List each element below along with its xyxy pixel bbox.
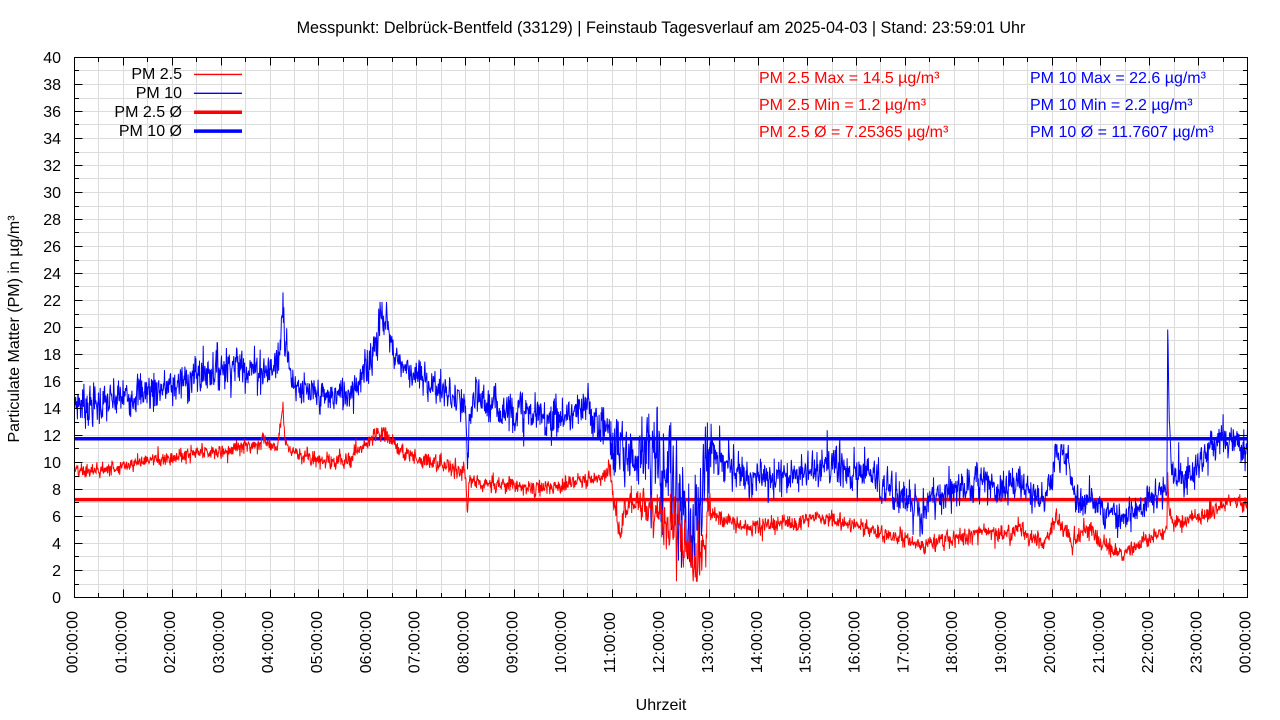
svg-text:34: 34 [43, 131, 61, 148]
svg-text:10:00:00: 10:00:00 [553, 611, 570, 673]
svg-text:PM 2.5 Ø = 7.25365 µg/m³: PM 2.5 Ø = 7.25365 µg/m³ [759, 124, 949, 141]
svg-text:00:00:00: 00:00:00 [65, 611, 82, 673]
svg-text:Messpunkt: Delbrück-Bentfeld (: Messpunkt: Delbrück-Bentfeld (33129) | F… [297, 19, 1026, 37]
svg-text:PM 10 Max = 22.6 µg/m³: PM 10 Max = 22.6 µg/m³ [1030, 70, 1207, 87]
svg-text:19:00:00: 19:00:00 [993, 611, 1010, 673]
svg-text:28: 28 [43, 212, 61, 229]
svg-text:0: 0 [52, 590, 61, 607]
svg-text:00:00:00: 00:00:00 [1238, 611, 1255, 673]
svg-text:07:00:00: 07:00:00 [407, 611, 424, 673]
svg-text:22: 22 [43, 293, 61, 310]
svg-text:08:00:00: 08:00:00 [456, 611, 473, 673]
svg-text:PM 2.5 Ø: PM 2.5 Ø [114, 104, 182, 121]
svg-text:16: 16 [43, 374, 61, 391]
svg-text:Particulate Matter (PM) in µg/: Particulate Matter (PM) in µg/m³ [6, 215, 23, 443]
svg-text:30: 30 [43, 185, 61, 202]
svg-text:PM 10 Ø: PM 10 Ø [119, 123, 182, 140]
svg-text:40: 40 [43, 50, 61, 67]
svg-text:18:00:00: 18:00:00 [944, 611, 961, 673]
svg-text:36: 36 [43, 104, 61, 121]
svg-text:4: 4 [52, 536, 61, 553]
svg-text:PM 2.5 Max = 14.5 µg/m³: PM 2.5 Max = 14.5 µg/m³ [759, 70, 940, 87]
svg-text:26: 26 [43, 239, 61, 256]
svg-text:22:00:00: 22:00:00 [1140, 611, 1157, 673]
svg-text:05:00:00: 05:00:00 [309, 611, 326, 673]
svg-text:32: 32 [43, 158, 61, 175]
svg-text:13:00:00: 13:00:00 [700, 611, 717, 673]
svg-text:12:00:00: 12:00:00 [651, 611, 668, 673]
svg-text:PM 2.5: PM 2.5 [131, 66, 182, 83]
svg-text:15:00:00: 15:00:00 [798, 611, 815, 673]
svg-text:01:00:00: 01:00:00 [113, 611, 130, 673]
svg-text:PM 10 Ø = 11.7607 µg/m³: PM 10 Ø = 11.7607 µg/m³ [1030, 124, 1214, 141]
svg-text:24: 24 [43, 266, 61, 283]
svg-text:38: 38 [43, 77, 61, 94]
svg-text:02:00:00: 02:00:00 [162, 611, 179, 673]
svg-text:11:00:00: 11:00:00 [602, 612, 619, 673]
svg-text:20:00:00: 20:00:00 [1042, 611, 1059, 673]
svg-text:16:00:00: 16:00:00 [847, 611, 864, 673]
svg-text:6: 6 [52, 509, 61, 526]
svg-text:14: 14 [43, 401, 61, 418]
svg-text:PM 10: PM 10 [136, 85, 182, 102]
svg-text:PM 2.5 Min = 1.2 µg/m³: PM 2.5 Min = 1.2 µg/m³ [759, 97, 927, 114]
svg-text:PM 10 Min = 2.2 µg/m³: PM 10 Min = 2.2 µg/m³ [1030, 97, 1193, 114]
svg-text:03:00:00: 03:00:00 [211, 611, 228, 673]
svg-text:2: 2 [52, 563, 61, 580]
svg-text:8: 8 [52, 482, 61, 499]
svg-text:09:00:00: 09:00:00 [504, 611, 521, 673]
svg-text:12: 12 [43, 428, 61, 445]
svg-text:04:00:00: 04:00:00 [260, 611, 277, 673]
svg-text:06:00:00: 06:00:00 [358, 611, 375, 673]
svg-text:Uhrzeit: Uhrzeit [636, 697, 687, 714]
svg-text:20: 20 [43, 320, 61, 337]
svg-text:18: 18 [43, 347, 61, 364]
svg-text:10: 10 [43, 455, 61, 472]
svg-text:23:00:00: 23:00:00 [1189, 611, 1206, 673]
svg-text:17:00:00: 17:00:00 [895, 611, 912, 673]
svg-text:14:00:00: 14:00:00 [749, 611, 766, 673]
svg-text:21:00:00: 21:00:00 [1091, 611, 1108, 673]
